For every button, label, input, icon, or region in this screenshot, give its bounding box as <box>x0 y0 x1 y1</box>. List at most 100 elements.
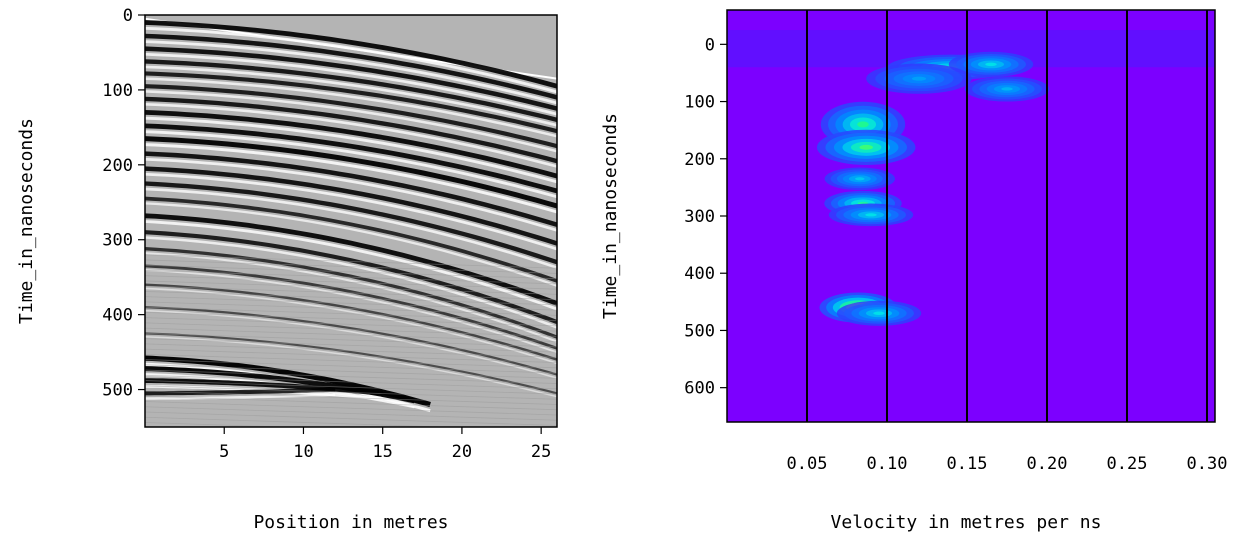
peak-line <box>145 157 557 232</box>
trough-line <box>145 46 557 111</box>
background-texture <box>145 422 295 427</box>
x-tick-label: 0.15 <box>947 454 988 474</box>
peak-line <box>145 102 557 168</box>
trough-line <box>145 110 557 179</box>
reflection-event <box>145 71 557 138</box>
peak-line <box>145 269 557 354</box>
background-texture <box>145 311 557 327</box>
trough-line <box>145 264 557 350</box>
background-texture <box>145 259 557 274</box>
background-texture <box>145 322 557 337</box>
background-texture <box>145 343 557 358</box>
peak-line <box>145 40 557 105</box>
reflection-event <box>145 213 557 311</box>
peak-line <box>145 143 557 214</box>
x-tick-label: 25 <box>531 442 551 462</box>
semblance-peaks <box>727 30 1215 326</box>
y-tick-label: 300 <box>684 207 715 227</box>
y-tick-label: 0 <box>705 35 715 55</box>
background-texture <box>145 380 557 395</box>
peak-line <box>145 252 557 343</box>
reflection-event <box>145 136 557 214</box>
trough-line <box>145 96 557 164</box>
reflection-event <box>145 59 557 127</box>
background-texture <box>145 270 557 285</box>
background-texture <box>145 374 557 390</box>
semblance-x-label: Velocity in metres per ns <box>831 512 1102 533</box>
peak-line <box>145 52 557 116</box>
x-tick-label: 0.25 <box>1107 454 1148 474</box>
background-texture <box>145 395 557 411</box>
semblance-peak <box>964 76 1050 102</box>
x-tick-label: 0.05 <box>787 454 828 474</box>
peak-line <box>145 172 557 251</box>
peak-line <box>145 130 557 199</box>
gather-frame <box>144 14 558 428</box>
background-texture <box>145 275 557 290</box>
semblance-x-ticks: 0.05 0.10 0.15 0.20 0.25 0.30 <box>787 454 1228 474</box>
x-tick-label: 20 <box>452 442 472 462</box>
background-texture <box>145 332 557 348</box>
reflection-event <box>145 387 336 400</box>
semblance-peak <box>836 300 922 326</box>
peak-line <box>145 116 557 184</box>
x-tick-label: 5 <box>219 442 229 462</box>
y-tick-label: 500 <box>102 381 133 401</box>
peak-line <box>145 77 557 138</box>
y-tick-label: 300 <box>102 231 133 251</box>
background-texture <box>145 411 557 426</box>
reflection-event <box>145 151 557 232</box>
background-texture <box>145 359 557 374</box>
contour <box>985 62 997 67</box>
y-tick-label: 400 <box>684 264 715 284</box>
trough-line <box>145 332 557 395</box>
semblance-peak <box>824 167 895 191</box>
trough-line <box>145 71 557 134</box>
contour <box>857 121 869 128</box>
reflection-event <box>145 84 557 153</box>
semblance-peak <box>828 203 914 227</box>
trough-line <box>145 59 557 123</box>
y-tick-label: 200 <box>102 156 133 176</box>
gather-y-ticks: 0 100 200 300 400 500 <box>102 6 145 401</box>
trough-line <box>145 387 336 396</box>
reflection-event <box>145 166 557 251</box>
semblance-peak <box>866 63 972 94</box>
semblance-velocity-lines <box>806 10 1208 422</box>
reflection-event <box>145 96 557 168</box>
peak-line <box>145 287 557 365</box>
peak-line <box>145 187 557 269</box>
contour <box>855 177 865 181</box>
background-texture <box>145 348 557 363</box>
background-texture <box>145 369 557 384</box>
y-tick-label: 100 <box>684 93 715 113</box>
trough-line <box>145 181 557 265</box>
background-texture <box>145 254 557 269</box>
peak-line <box>145 90 557 153</box>
trough-line <box>145 151 557 227</box>
background-texture <box>145 301 557 316</box>
x-tick-label: 15 <box>372 442 392 462</box>
peak-line <box>145 202 557 287</box>
trough-line <box>145 196 557 283</box>
y-tick-label: 400 <box>102 306 133 326</box>
trough-line <box>145 84 557 149</box>
background-texture <box>145 406 557 421</box>
trough-line <box>145 166 557 246</box>
x-tick-label: 0.30 <box>1187 454 1228 474</box>
reflection-event <box>145 110 557 184</box>
contour <box>873 311 885 315</box>
trough-line <box>145 33 557 100</box>
y-tick-label: 500 <box>684 321 715 341</box>
background-texture <box>145 280 557 295</box>
reflection-event <box>145 181 557 269</box>
background-texture <box>145 306 557 322</box>
background-texture <box>145 296 557 311</box>
seismic-gather-chart: 0 100 200 300 400 500 5 10 15 20 25 Time_in_nanos… <box>16 6 558 533</box>
y-tick-label: 600 <box>684 379 715 399</box>
background-texture <box>145 338 557 353</box>
trough-line <box>145 136 557 209</box>
reflection-event <box>145 33 557 105</box>
background-texture <box>145 390 557 405</box>
